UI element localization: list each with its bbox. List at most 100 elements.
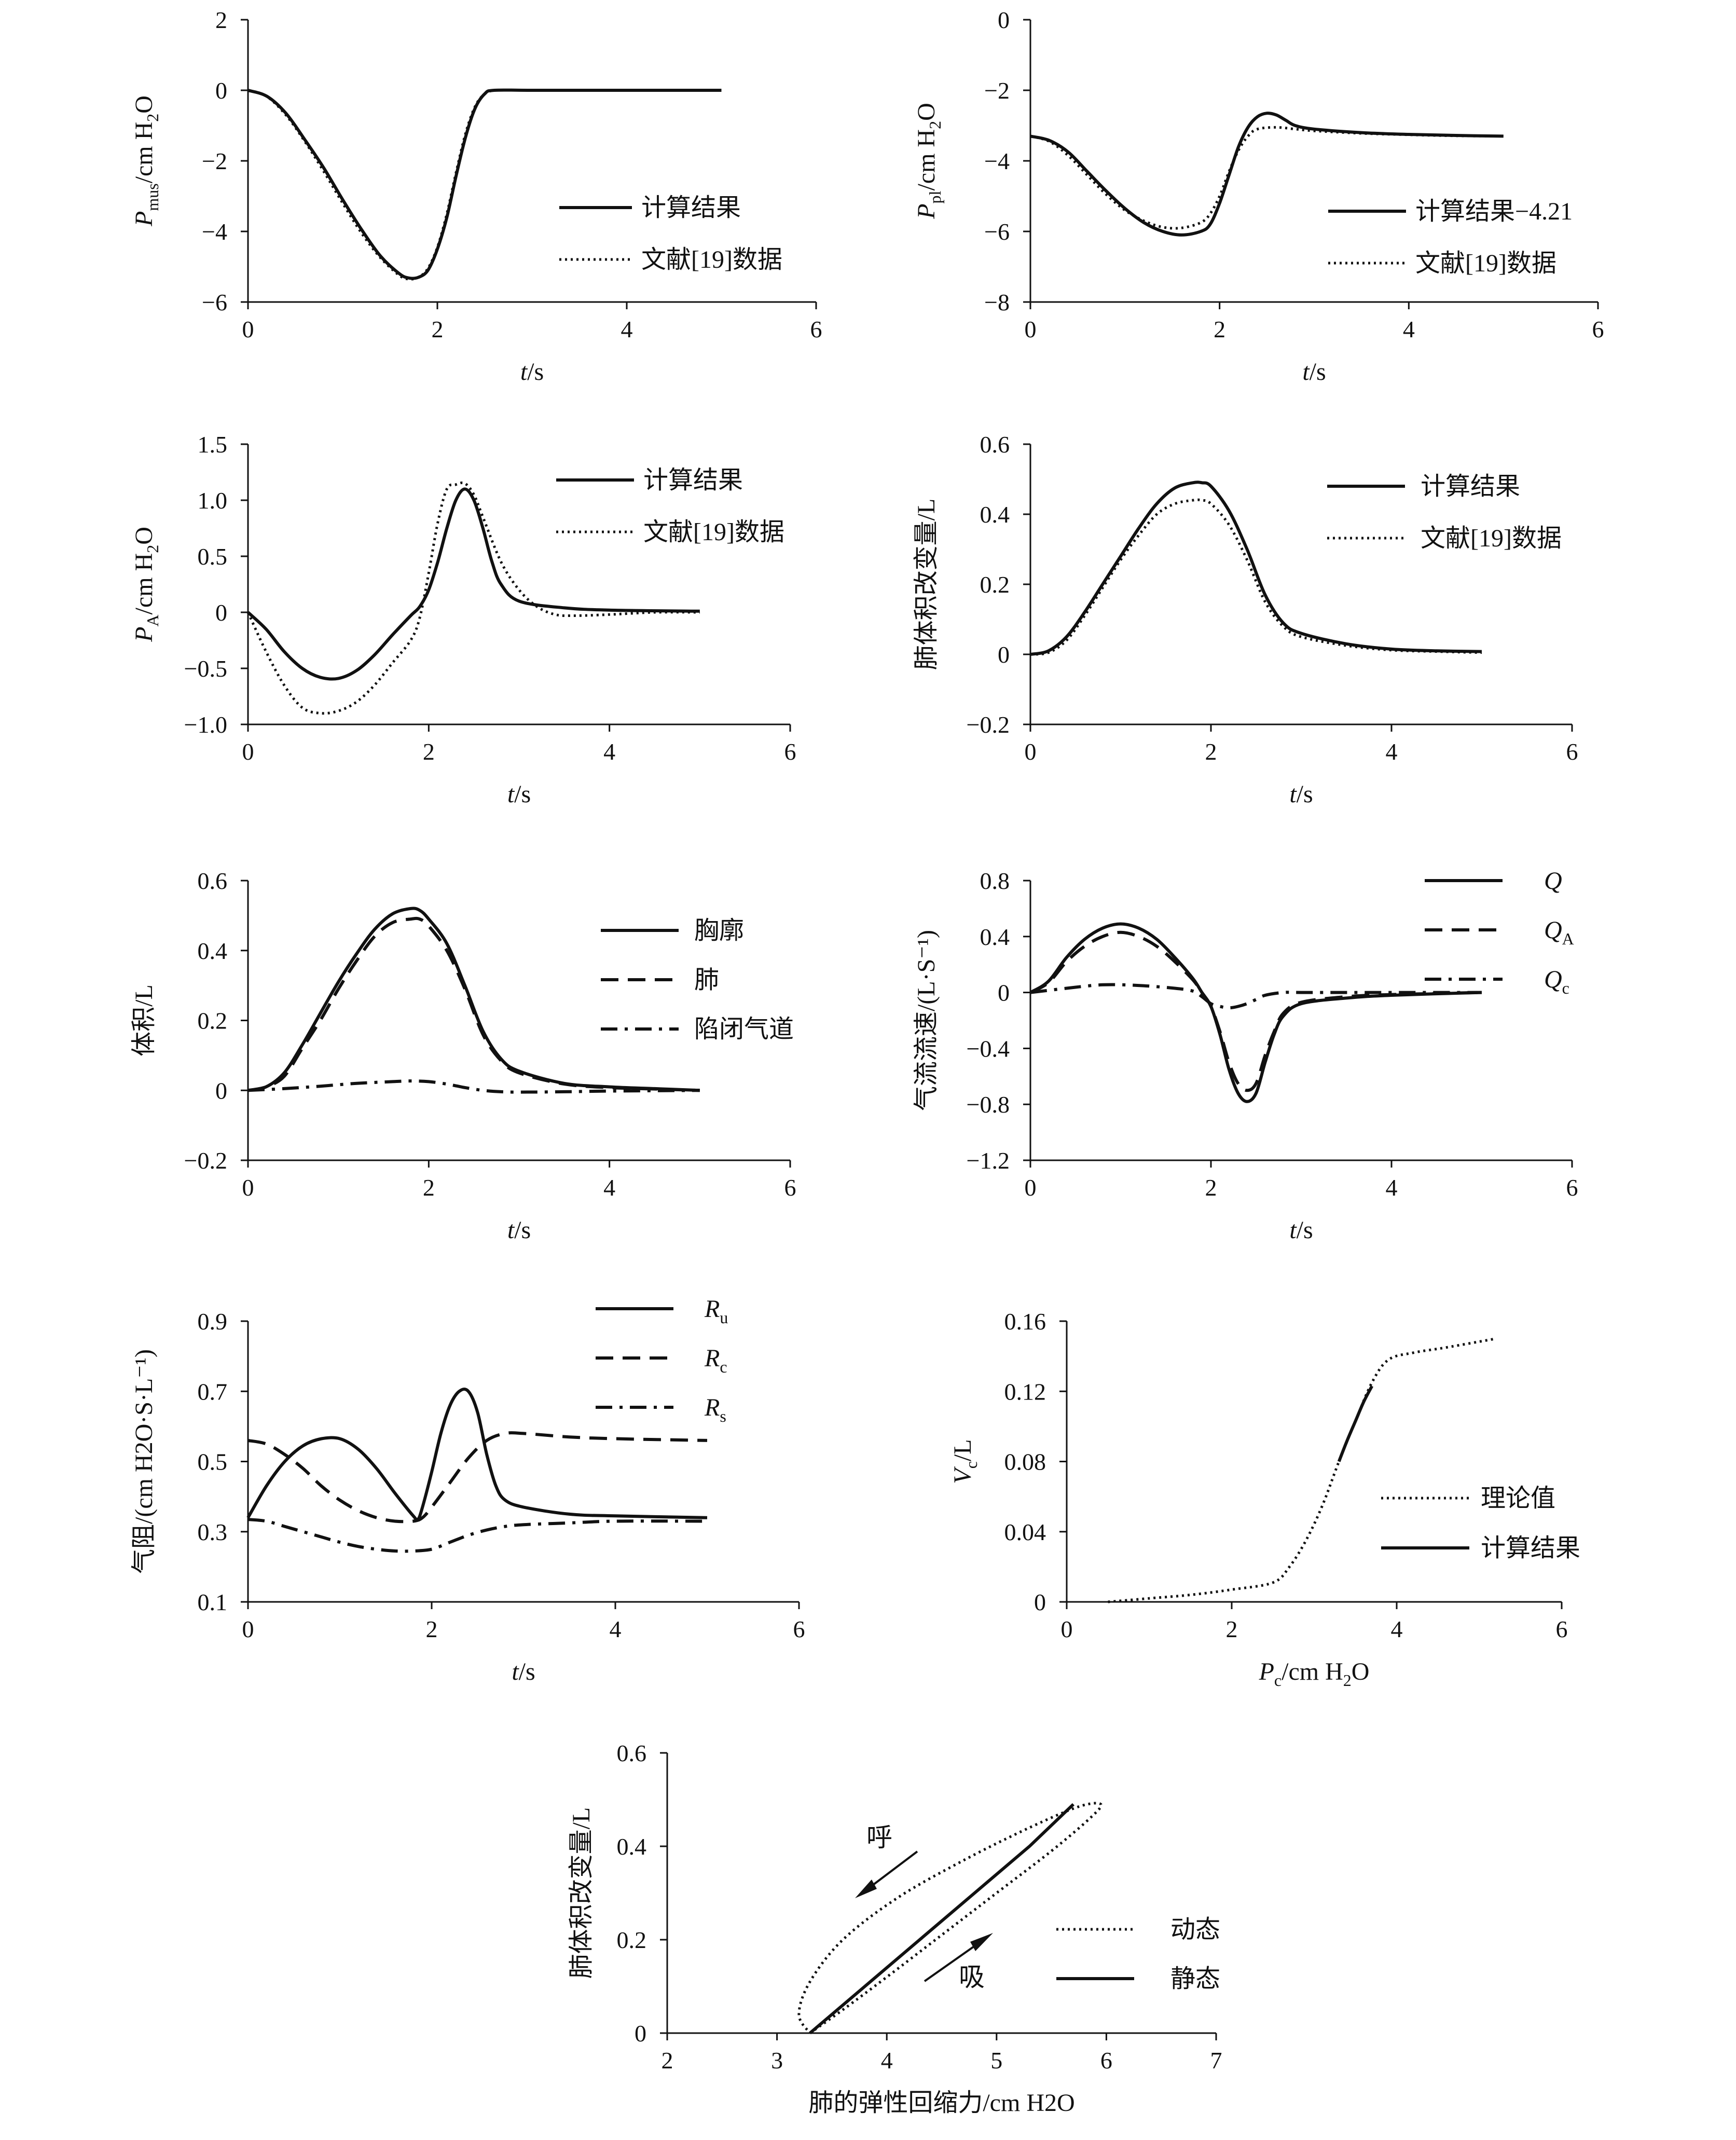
y-tick-label: 0 <box>215 599 227 626</box>
x-tick-label: 4 <box>603 1174 615 1201</box>
legend-label: QA <box>1544 916 1574 948</box>
x-tick-label: 4 <box>1403 316 1415 342</box>
x-tick-label: 4 <box>621 316 633 342</box>
axis-label-part: O <box>130 527 158 545</box>
axis-label: 气流流速/(L·S⁻¹) <box>913 930 940 1111</box>
legend-label-var: R <box>704 1345 720 1372</box>
y-tick-label: 0 <box>998 641 1010 668</box>
x-tick-label: 0 <box>1025 738 1037 765</box>
axis-label: t/s <box>1289 780 1313 808</box>
x-tick-label: 6 <box>1566 1174 1578 1201</box>
axis-label-unit: /s <box>1310 358 1326 386</box>
x-tick-label: 3 <box>771 2047 783 2074</box>
legend-label: Rs <box>704 1394 726 1425</box>
legend-label-sub: c <box>1562 979 1569 997</box>
y-tick-label: −6 <box>984 218 1010 245</box>
chart-lungvol: −0.2 0 0.2 0.4 0.6 0 2 4 6 t/s 肺体积改变量/L 计算结果文献[19]数… <box>913 431 1578 808</box>
y-tick-label: −8 <box>984 289 1010 315</box>
y-tick-label: 2 <box>215 7 227 33</box>
y-tick-label: −1.0 <box>184 711 227 738</box>
series-line-1 <box>1029 930 1482 1092</box>
series-line-0 <box>246 487 700 681</box>
inhale-arrowhead <box>970 1933 993 1951</box>
series-line-1 <box>1337 1385 1373 1462</box>
legend-label: 计算结果 <box>1481 1534 1580 1562</box>
axis-label: t/s <box>1289 1216 1313 1244</box>
axis-label-part: O <box>913 103 940 121</box>
axis-label-part: 2 <box>926 121 944 129</box>
series-line-1 <box>247 89 504 281</box>
axis-label: t/s <box>507 780 531 808</box>
axis-label: 气阻/(cm H2O·S·L⁻¹) <box>130 1349 158 1574</box>
y-tick-label: 0.3 <box>198 1519 228 1545</box>
x-tick-label: 0 <box>242 1174 254 1201</box>
x-tick-label: 0 <box>242 738 254 765</box>
x-tick-label: 4 <box>1391 1616 1403 1642</box>
axis-label-part: c <box>962 1461 981 1469</box>
legend-label-var: R <box>704 1295 720 1323</box>
legend-label: Qc <box>1544 966 1569 997</box>
legend-label-var: Q <box>1544 916 1562 944</box>
y-tick-label: 0 <box>215 77 227 104</box>
chart-flow: −1.2−0.8−0.400.40.80 2 4 6t/s气流流速/(L·S⁻¹)QQ… <box>913 867 1578 1244</box>
y-tick-label: 0.12 <box>1004 1378 1046 1405</box>
legend-label-var: R <box>704 1394 720 1421</box>
exhale-arrowhead <box>855 1880 877 1898</box>
x-tick-label: 2 <box>426 1616 438 1642</box>
y-tick-label: 1.0 <box>198 487 228 514</box>
axis-label-part: P <box>1259 1658 1274 1685</box>
axis-label-part: P <box>130 211 158 227</box>
axis-label: Ppl/cm H2O <box>913 103 944 220</box>
axis-label-part: 2 <box>1343 1671 1352 1690</box>
legend-label: 计算结果 <box>1421 473 1520 500</box>
y-tick-label: −0.5 <box>184 655 227 682</box>
y-tick-label: 0.6 <box>980 431 1010 458</box>
x-tick-label: 0 <box>242 316 254 342</box>
axis-label-part: O <box>130 95 158 114</box>
axis-label-var: t <box>512 1658 519 1685</box>
legend-label-sub: c <box>720 1357 727 1376</box>
series-line-0 <box>1030 112 1504 237</box>
axis-label-unit: /s <box>1297 780 1313 808</box>
legend-label: 文献[19]数据 <box>1415 250 1556 277</box>
y-tick-label: 0 <box>998 980 1010 1006</box>
legend-label: 肺 <box>694 966 719 994</box>
x-tick-label: 4 <box>1386 1174 1398 1201</box>
x-tick-label: 6 <box>1556 1616 1568 1642</box>
series-line-2 <box>1030 983 1482 1010</box>
y-tick-label: −0.8 <box>967 1091 1010 1118</box>
x-tick-label: 6 <box>1100 2047 1112 2074</box>
y-tick-label: 0.8 <box>980 868 1010 894</box>
x-tick-label: 2 <box>432 316 444 342</box>
axis-label-part: /L <box>949 1439 976 1461</box>
axis-label-part: c <box>1274 1671 1282 1690</box>
axis-label-unit: /s <box>514 1216 531 1244</box>
legend-label-sub: s <box>720 1407 726 1425</box>
axis-label-part: 2 <box>143 114 162 122</box>
y-tick-label: 0.4 <box>980 924 1010 950</box>
series-line-1 <box>1030 126 1504 230</box>
axis-label-part: O <box>1352 1658 1370 1685</box>
x-tick-label: 2 <box>423 1174 435 1201</box>
y-tick-label: 0.5 <box>198 1449 228 1475</box>
axis-label: t/s <box>507 1216 531 1244</box>
y-tick-label: −4 <box>984 148 1010 174</box>
axis-label-var: t <box>507 780 515 808</box>
axis-label: 体积/L <box>130 984 158 1057</box>
axis-label: t/s <box>1302 358 1326 386</box>
series-line-1 <box>1030 498 1482 656</box>
legend-label-var: Q <box>1544 966 1562 993</box>
x-tick-label: 6 <box>784 1174 796 1201</box>
chart-pa: −1.0−0.500.51.01.50 2 4 6t/sPA/cm H2O计算结果文献… <box>130 431 796 808</box>
series-line-0 <box>246 1388 708 1522</box>
y-tick-label: −4 <box>202 218 227 245</box>
x-tick-label: 2 <box>1226 1616 1238 1642</box>
x-tick-label: 0 <box>1061 1616 1073 1642</box>
y-tick-label: 1.5 <box>198 431 228 458</box>
chart-vc: 00.040.080.120.160 2 4 6Pc/cm H2OVc/L理论值计算结… <box>949 1308 1580 1690</box>
y-tick-label: −6 <box>202 289 227 315</box>
axis-label-part: pl <box>926 190 944 203</box>
axis-label: Pc/cm H2O <box>1259 1658 1370 1690</box>
axis-label: t/s <box>520 358 544 386</box>
